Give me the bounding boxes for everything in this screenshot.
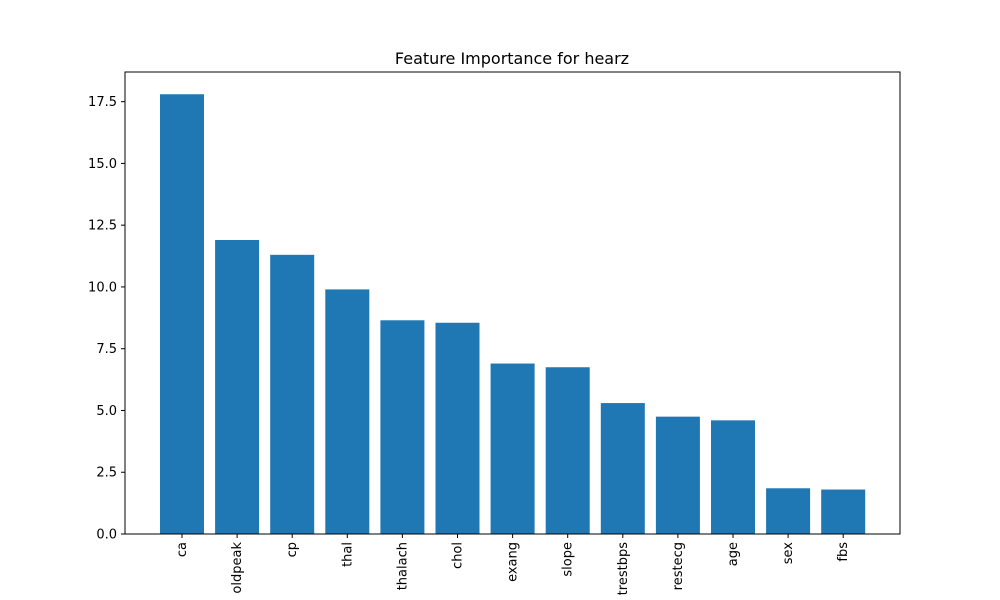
bar-sex xyxy=(766,488,811,534)
bar-trestbps xyxy=(600,403,645,534)
bar-thal xyxy=(325,289,370,534)
x-tick-label: exang xyxy=(506,542,521,582)
y-tick-label: 0.0 xyxy=(96,528,117,543)
x-tick-label: thalach xyxy=(395,542,410,590)
bar-cp xyxy=(270,254,315,534)
chart-title: Feature Importance for hearz xyxy=(395,49,629,68)
bar-slope xyxy=(545,367,590,534)
x-tick-label: restecg xyxy=(671,542,686,590)
y-tick-label: 7.5 xyxy=(96,342,117,357)
bar-restecg xyxy=(655,416,700,534)
x-tick-label: oldpeak xyxy=(230,542,245,594)
bar-thalach xyxy=(380,320,425,534)
bar-ca xyxy=(160,94,204,535)
x-tick-label: fbs xyxy=(836,542,851,562)
x-tick-label: sex xyxy=(781,542,796,565)
x-tick-label: age xyxy=(726,542,741,566)
y-tick-label: 15.0 xyxy=(88,157,117,172)
x-tick-label: ca xyxy=(175,542,190,557)
y-tick-label: 12.5 xyxy=(88,219,117,234)
y-tick-label: 10.0 xyxy=(88,280,117,295)
bar-group xyxy=(160,94,866,535)
bar-age xyxy=(711,420,755,534)
x-axis: ca oldpeak cp thal thalach chol exang slope tres… xyxy=(175,534,851,595)
x-tick-label: chol xyxy=(451,542,466,569)
bar-exang xyxy=(490,363,535,534)
bar-oldpeak xyxy=(215,240,260,534)
y-tick-label: 17.5 xyxy=(88,95,117,110)
y-tick-label: 5.0 xyxy=(96,404,117,419)
bar-chol xyxy=(435,322,480,534)
bar-fbs xyxy=(821,489,866,534)
x-tick-label: slope xyxy=(561,542,576,577)
plot-frame xyxy=(124,71,901,535)
x-tick-label: cp xyxy=(285,542,300,557)
x-tick-label: trestbps xyxy=(616,542,631,596)
y-axis: 0.0 2.5 5.0 7.5 10.0 12.5 15.0 17.5 xyxy=(88,95,125,543)
y-tick-label: 2.5 xyxy=(96,466,117,481)
x-tick-label: thal xyxy=(340,542,355,567)
